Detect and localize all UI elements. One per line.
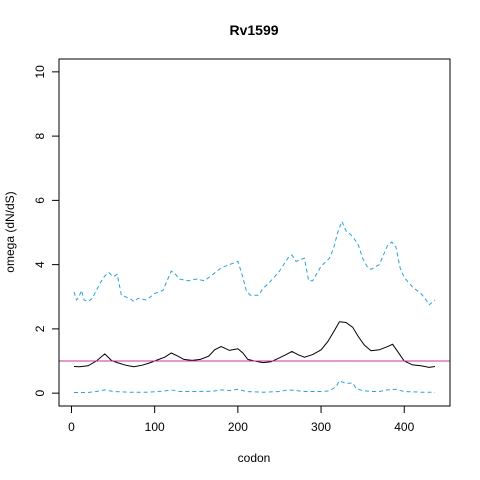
plot-frame (58, 58, 451, 407)
series-lower-line (74, 380, 435, 393)
x-tick-label: 0 (68, 420, 75, 434)
x-tick-label: 300 (311, 420, 331, 434)
x-tick-label: 200 (228, 420, 248, 434)
series-upper-line (73, 219, 436, 306)
y-tick-label: 8 (33, 132, 47, 139)
y-axis: 0 2 4 6 8 10 (33, 65, 60, 396)
y-tick-label: 4 (33, 261, 47, 268)
y-tick-label: 6 (33, 197, 47, 204)
y-tick-label: 2 (33, 325, 47, 332)
x-axis-label: codon (238, 451, 271, 465)
x-axis: 0 100 200 300 400 (68, 405, 415, 434)
y-tick-label: 0 (33, 389, 47, 396)
y-tick-label: 10 (33, 65, 47, 79)
chart-title: Rv1599 (229, 22, 278, 38)
x-tick-label: 100 (145, 420, 165, 434)
plot-layer (59, 219, 450, 393)
series-estimate-line (73, 321, 436, 368)
y-axis-label: omega (dN/dS) (3, 191, 17, 272)
x-tick-label: 400 (394, 420, 414, 434)
